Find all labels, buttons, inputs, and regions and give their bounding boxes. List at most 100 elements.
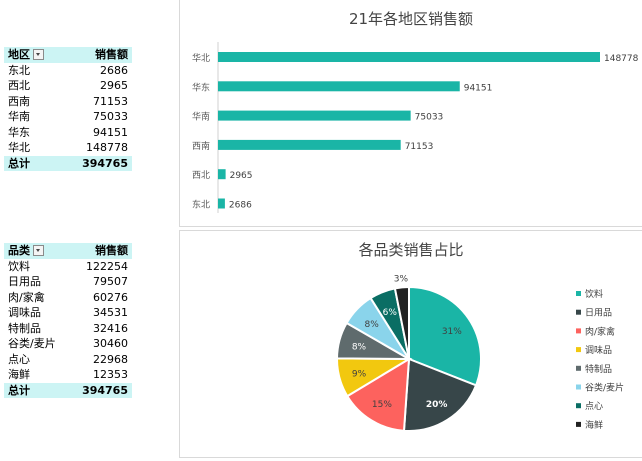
category-pivot-table: 品类 销售额 饮料 122254 日用品 79507 肉/家禽 60276 调味品 34… (4, 243, 132, 398)
legend-swatch (576, 421, 581, 427)
legend-entry[interactable]: 点心 (585, 401, 603, 412)
bar-category-label: 华东 (192, 81, 210, 93)
sales-cell: 2965 (100, 79, 128, 92)
sales-cell: 60276 (93, 290, 128, 304)
legend-swatch (576, 403, 581, 409)
sales-cell: 12353 (93, 368, 128, 381)
sales-cell: 22968 (93, 352, 128, 366)
total-value: 394765 (64, 382, 132, 398)
bar[interactable] (218, 198, 225, 209)
table-row: 华南 75033 (4, 109, 132, 125)
category-cell: 特制品 (8, 321, 41, 335)
bar[interactable] (218, 139, 401, 150)
pie-percent-label: 3% (394, 274, 409, 284)
filter-dropdown-icon[interactable] (33, 244, 44, 256)
bar-data-label: 94151 (464, 83, 493, 93)
sales-column-header: 销售额 (64, 47, 132, 63)
legend-swatch (576, 291, 581, 296)
pie-percent-label: 6% (383, 308, 398, 318)
legend-entry[interactable]: 饮料 (585, 288, 603, 300)
pie-percent-label: 15% (372, 400, 392, 410)
table-row: 华东 94151 (4, 125, 132, 141)
bar[interactable] (218, 169, 226, 180)
region-cell: 华北 (8, 141, 30, 154)
legend-entry[interactable]: 谷类/麦片 (585, 382, 624, 394)
pie-percent-label: 8% (365, 320, 380, 330)
category-cell: 肉/家禽 (8, 290, 45, 304)
sales-cell: 75033 (93, 110, 128, 123)
bar[interactable] (218, 81, 460, 92)
pivot-header-row: 地区 销售额 (4, 47, 132, 63)
region-pivot-table: 地区 销售额 东北 2686 西北 2965 西南 71153 华南 75033 华东 9… (4, 47, 132, 171)
pie-percent-label: 31% (442, 327, 462, 337)
legend-swatch (576, 328, 581, 334)
table-row: 西南 71153 (4, 94, 132, 110)
bar-data-label: 71153 (405, 142, 434, 152)
legend-swatch (576, 365, 581, 371)
sales-cell: 79507 (93, 275, 128, 288)
region-header-label: 地区 (8, 48, 30, 61)
region-cell: 华南 (8, 110, 30, 123)
sales-cell: 122254 (86, 259, 128, 273)
pie-slice[interactable] (402, 357, 478, 432)
bar-chart-title: 21年各地区销售额 (349, 10, 473, 28)
table-row: 点心 22968 (4, 352, 132, 368)
legend-swatch (576, 384, 581, 390)
region-cell: 西北 (8, 79, 30, 92)
pie-chart-title: 各品类销售占比 (358, 241, 463, 259)
bar-data-label: 75033 (415, 113, 444, 123)
category-cell: 日用品 (8, 275, 41, 288)
bar-data-label: 2965 (230, 171, 253, 181)
pie-percent-label: 20% (426, 400, 448, 410)
filter-dropdown-icon[interactable] (33, 48, 44, 60)
bar-category-label: 华北 (192, 52, 210, 64)
region-cell: 东北 (8, 63, 30, 77)
table-row: 谷类/麦片 30460 (4, 336, 132, 352)
region-cell: 华东 (8, 125, 30, 139)
legend-entry[interactable]: 日用品 (585, 308, 612, 319)
category-header-label: 品类 (8, 244, 30, 257)
total-value: 394765 (64, 155, 132, 171)
bar-data-label: 148778 (604, 54, 639, 64)
table-row: 特制品 32416 (4, 321, 132, 337)
legend-entry[interactable]: 肉/家禽 (585, 325, 615, 337)
category-column-header[interactable]: 品类 (4, 243, 64, 259)
category-cell: 谷类/麦片 (8, 337, 56, 350)
sales-cell: 30460 (93, 337, 128, 350)
bar-category-label: 西南 (192, 140, 210, 152)
category-cell: 海鲜 (8, 368, 30, 381)
table-row: 西北 2965 (4, 78, 132, 94)
sales-cell: 71153 (93, 94, 128, 108)
pie-percent-label: 9% (352, 370, 367, 380)
pie-slice[interactable] (393, 285, 410, 360)
legend-entry[interactable]: 特制品 (585, 363, 612, 375)
sales-cell: 148778 (86, 141, 128, 154)
bar-category-label: 西北 (192, 170, 210, 181)
total-row: 总计 394765 (4, 155, 132, 171)
table-row: 日用品 79507 (4, 274, 132, 290)
region-column-header[interactable]: 地区 (4, 47, 64, 63)
pivot-header-row: 品类 销售额 (4, 243, 132, 259)
category-cell: 调味品 (8, 306, 41, 319)
bar[interactable] (218, 52, 600, 62)
total-row: 总计 394765 (4, 382, 132, 398)
table-row: 肉/家禽 60276 (4, 290, 132, 306)
category-pie-chart[interactable]: 各品类销售占比 31% 20% 15% 9% 8% 8% 6% 3% 饮料 日用品 肉/家禽 调味品特… (179, 230, 642, 458)
sales-column-header: 销售额 (64, 243, 132, 259)
legend-entry[interactable]: 调味品 (585, 344, 612, 356)
bar-category-label: 东北 (192, 199, 210, 211)
total-label: 总计 (4, 155, 64, 171)
bar[interactable] (218, 110, 411, 121)
legend-swatch (576, 347, 581, 353)
region-cell: 西南 (8, 94, 30, 108)
pie-slice[interactable] (408, 285, 482, 387)
region-bar-chart[interactable]: 21年各地区销售额 华北 148778 华东 94151 华南 75033 西南 71153 西… (179, 0, 642, 227)
pie-percent-label: 8% (352, 342, 367, 352)
pie-slice[interactable] (345, 357, 411, 432)
total-label: 总计 (4, 382, 64, 398)
pie-chart-canvas: 各品类销售占比 31%20%15%9%8%8%6%3%饮料日用品肉/家禽调味品特… (335, 241, 624, 432)
category-cell: 点心 (8, 352, 30, 366)
legend-entry[interactable]: 海鲜 (585, 419, 603, 431)
sales-cell: 2686 (100, 63, 128, 77)
table-row: 调味品 34531 (4, 305, 132, 321)
